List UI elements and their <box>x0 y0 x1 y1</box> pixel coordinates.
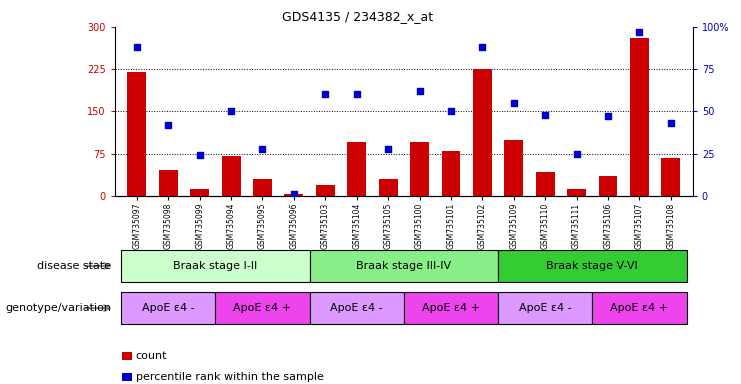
Text: disease state: disease state <box>37 261 111 271</box>
Point <box>256 146 268 152</box>
Bar <box>121 292 216 324</box>
Point <box>131 44 143 50</box>
Bar <box>442 151 460 196</box>
Bar <box>473 69 492 196</box>
Bar <box>592 292 687 324</box>
Point <box>319 91 331 98</box>
Bar <box>404 292 498 324</box>
Text: ApoE ε4 -: ApoE ε4 - <box>330 303 383 313</box>
Point <box>350 91 362 98</box>
Bar <box>662 157 680 196</box>
Bar <box>348 142 366 196</box>
Bar <box>253 179 272 196</box>
Bar <box>310 250 498 282</box>
Bar <box>310 292 404 324</box>
Point <box>225 108 237 114</box>
Text: ApoE ε4 -: ApoE ε4 - <box>519 303 571 313</box>
Text: ApoE ε4 -: ApoE ε4 - <box>142 303 195 313</box>
Point <box>602 113 614 119</box>
Bar <box>599 176 617 196</box>
Text: count: count <box>136 351 167 361</box>
Bar <box>630 38 649 196</box>
Text: genotype/variation: genotype/variation <box>5 303 111 313</box>
Bar <box>121 250 310 282</box>
Point <box>539 112 551 118</box>
Text: percentile rank within the sample: percentile rank within the sample <box>136 372 324 382</box>
Point <box>382 146 394 152</box>
Bar <box>222 156 241 196</box>
Bar <box>410 142 429 196</box>
Bar <box>498 250 687 282</box>
Point <box>665 120 677 126</box>
Point <box>634 29 645 35</box>
Point <box>571 151 582 157</box>
Title: GDS4135 / 234382_x_at: GDS4135 / 234382_x_at <box>282 10 433 23</box>
Bar <box>216 292 310 324</box>
Point <box>288 191 300 197</box>
Text: Braak stage I-II: Braak stage I-II <box>173 261 258 271</box>
Bar <box>159 170 178 196</box>
Point <box>445 108 457 114</box>
Text: ApoE ε4 +: ApoE ε4 + <box>422 303 480 313</box>
Bar <box>567 189 586 196</box>
Bar <box>536 172 554 196</box>
Point <box>193 152 205 158</box>
Bar <box>127 72 146 196</box>
Bar <box>285 194 303 196</box>
Bar <box>379 179 398 196</box>
Point <box>476 44 488 50</box>
Bar <box>190 189 209 196</box>
Point <box>162 122 174 128</box>
Text: ApoE ε4 +: ApoE ε4 + <box>233 303 291 313</box>
Point <box>508 100 519 106</box>
Text: Braak stage III-IV: Braak stage III-IV <box>356 261 451 271</box>
Bar <box>505 139 523 196</box>
Point <box>413 88 425 94</box>
Bar <box>498 292 592 324</box>
Text: Braak stage V-VI: Braak stage V-VI <box>546 261 638 271</box>
Text: ApoE ε4 +: ApoE ε4 + <box>611 303 668 313</box>
Bar <box>316 185 335 196</box>
